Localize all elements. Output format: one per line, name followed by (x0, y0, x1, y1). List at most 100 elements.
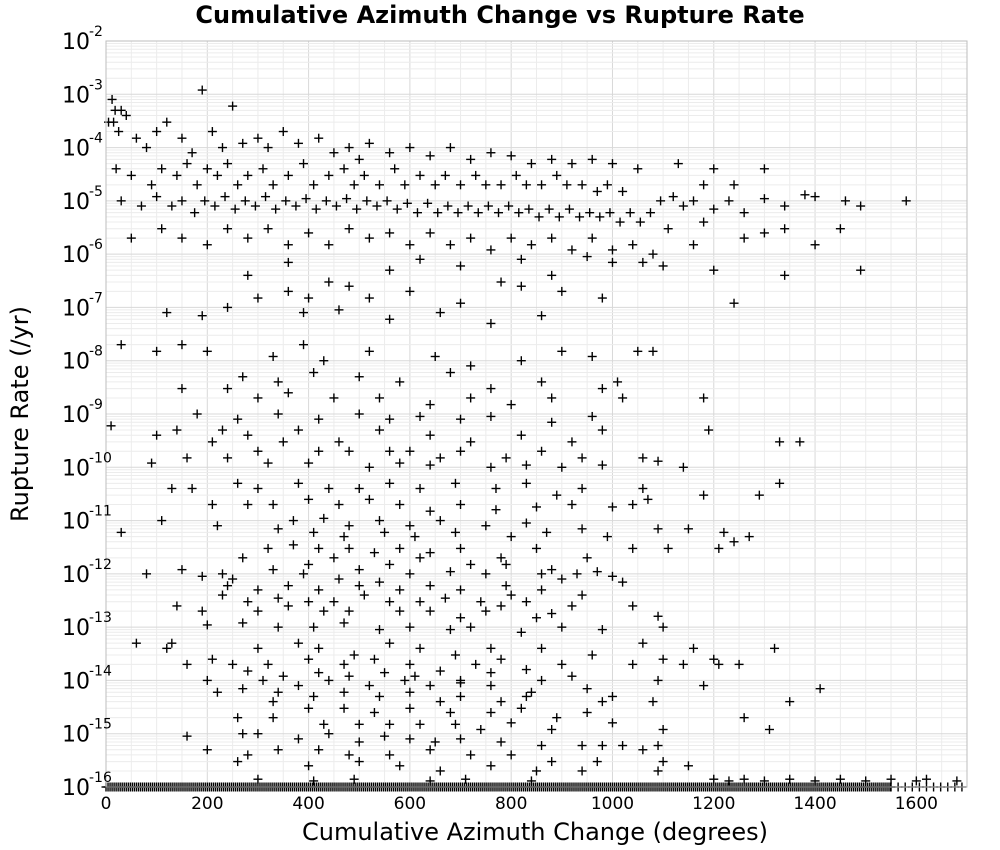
data-point (618, 741, 628, 751)
data-point (506, 590, 516, 600)
data-point (157, 224, 167, 234)
data-point (400, 180, 410, 190)
data-point (471, 170, 481, 180)
data-point (618, 577, 628, 587)
data-point (486, 761, 496, 771)
data-point (172, 601, 182, 611)
data-point (202, 164, 212, 174)
y-tick-base: 10 (62, 669, 90, 694)
data-point (557, 346, 567, 356)
data-point (116, 527, 126, 537)
data-point (344, 750, 354, 760)
data-point (597, 293, 607, 303)
y-tick-exponent: -4 (89, 131, 103, 147)
y-tick-label: 10 -2 (62, 24, 103, 55)
data-point (268, 351, 278, 361)
data-point (339, 164, 349, 174)
data-point (638, 453, 648, 463)
data-point (263, 224, 273, 234)
data-point (207, 127, 217, 137)
data-point (780, 201, 790, 211)
data-point (253, 606, 263, 616)
x-tick-label: 1400 (793, 794, 836, 814)
data-point (314, 668, 324, 678)
data-point (354, 154, 364, 164)
data-point (385, 719, 395, 729)
data-point (585, 208, 595, 218)
data-point (582, 553, 592, 563)
data-point (334, 500, 344, 510)
data-point (476, 724, 486, 734)
data-point (433, 208, 443, 218)
data-point (220, 192, 230, 202)
data-point (253, 729, 263, 739)
data-point (724, 196, 734, 206)
data-point (544, 204, 554, 214)
data-point (253, 393, 263, 403)
data-point (344, 281, 354, 291)
data-point (653, 524, 663, 534)
data-point (450, 650, 460, 660)
data-point (395, 377, 405, 387)
data-point (400, 675, 410, 685)
data-point (506, 532, 516, 542)
x-axis-ticks: 0 200 400 600 800 1000 1200 1400 1600 (101, 794, 938, 814)
y-tick-exponent: -11 (89, 504, 112, 520)
x-tick-label: 800 (495, 794, 527, 814)
data-point (293, 638, 303, 648)
data-point (534, 212, 544, 222)
data-point (142, 143, 152, 153)
data-point (521, 691, 531, 701)
data-point (425, 548, 435, 558)
data-point (223, 159, 233, 169)
data-point (228, 101, 238, 111)
data-point (207, 654, 217, 664)
data-point (577, 180, 587, 190)
data-point (597, 625, 607, 635)
data-point (197, 311, 207, 321)
data-point (532, 543, 541, 553)
data-point (638, 745, 648, 755)
data-point (369, 708, 379, 718)
data-point (430, 737, 440, 747)
data-point (324, 483, 334, 493)
data-point (423, 198, 433, 208)
data-point (582, 252, 592, 262)
data-point (435, 516, 445, 526)
data-point (645, 208, 655, 218)
y-tick-base: 10 (62, 190, 90, 215)
data-point (304, 494, 314, 504)
data-point (653, 611, 663, 621)
data-point (476, 597, 486, 607)
data-point (382, 196, 392, 206)
data-point (311, 204, 321, 214)
data-point (207, 500, 217, 510)
data-point (354, 757, 364, 767)
data-point (607, 257, 617, 267)
data-point (430, 180, 440, 190)
data-point (182, 659, 192, 669)
y-tick-base: 10 (62, 83, 90, 108)
data-point (177, 384, 187, 394)
data-point (177, 565, 187, 575)
grid (105, 40, 968, 788)
data-point (304, 597, 314, 607)
data-point (496, 737, 506, 747)
data-point (678, 201, 688, 211)
data-point (699, 217, 709, 227)
data-point (496, 654, 506, 664)
y-tick-label: 10 -11 (62, 504, 112, 535)
data-point (314, 543, 324, 553)
data-point (374, 577, 384, 587)
data-point (785, 774, 795, 784)
data-point (435, 766, 445, 776)
data-point (618, 393, 628, 403)
data-point (663, 224, 673, 234)
data-point (567, 601, 577, 611)
data-point (182, 731, 192, 741)
data-point (210, 201, 220, 211)
data-point (395, 500, 405, 510)
data-point (324, 170, 334, 180)
data-point (131, 133, 141, 143)
data-point (587, 233, 597, 243)
